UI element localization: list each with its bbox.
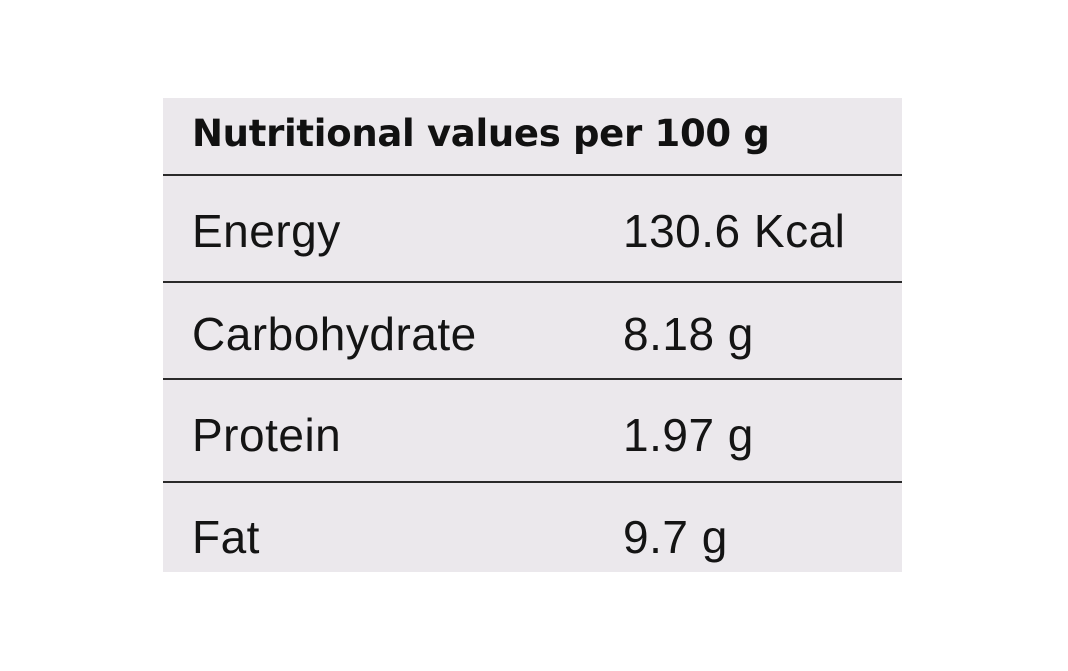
nutrient-name: Fat <box>192 511 260 563</box>
nutrient-name: Carbohydrate <box>192 308 477 360</box>
table-row-energy: Energy 130.6 Kcal <box>163 176 902 281</box>
table-divider <box>163 174 902 176</box>
nutrient-name: Protein <box>192 409 342 461</box>
nutrition-title-row: Nutritional values per 100 g <box>163 98 902 174</box>
nutrient-amount: 9.7 g <box>623 511 728 563</box>
nutrient-amount: 8.18 g <box>623 308 754 360</box>
nutrition-title: Nutritional values per 100 g <box>192 112 770 155</box>
table-divider <box>163 378 902 380</box>
table-row-fat: Fat 9.7 g <box>163 483 902 572</box>
table-divider <box>163 281 902 283</box>
table-row-protein: Protein 1.97 g <box>163 380 902 481</box>
nutrient-name: Energy <box>192 205 341 257</box>
table-row-carbohydrate: Carbohydrate 8.18 g <box>163 283 902 378</box>
table-divider <box>163 481 902 483</box>
nutrient-amount: 130.6 Kcal <box>623 205 846 257</box>
nutrition-label: Nutritional values per 100 g Energy 130.… <box>163 98 902 572</box>
nutrient-amount: 1.97 g <box>623 409 754 461</box>
